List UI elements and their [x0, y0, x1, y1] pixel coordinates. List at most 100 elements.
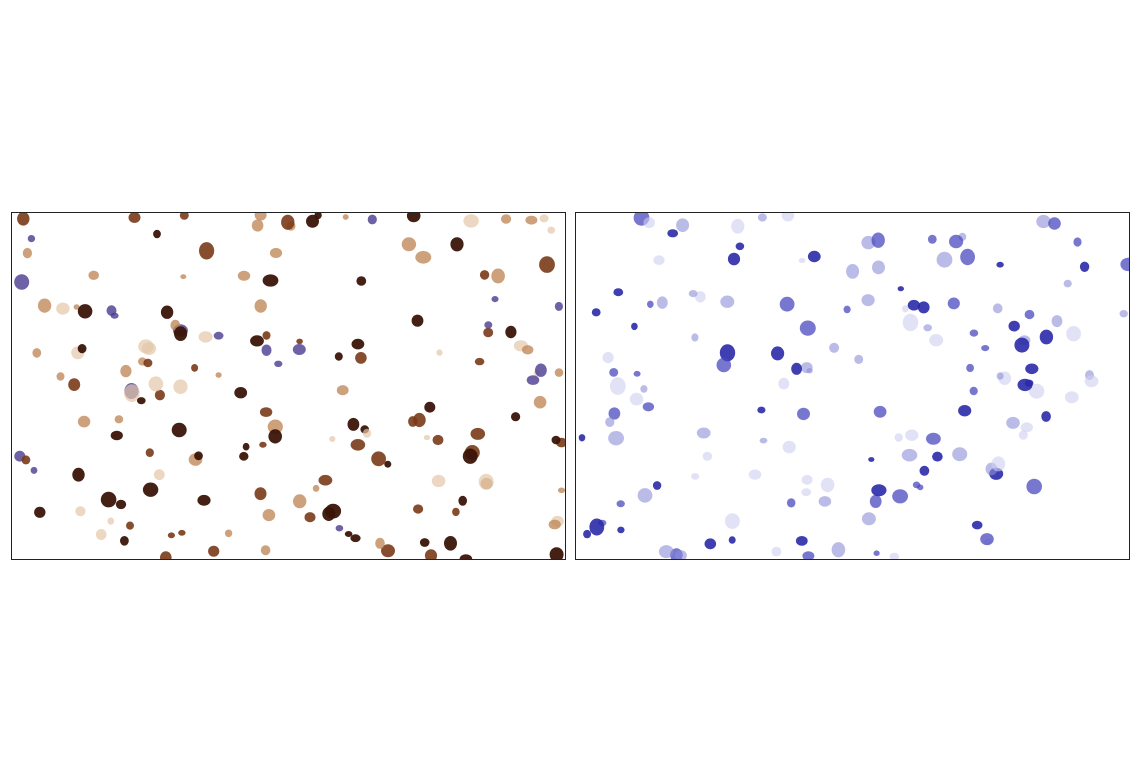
cell-nucleus	[949, 234, 964, 249]
cell-nucleus	[115, 499, 127, 510]
cell-nucleus	[281, 214, 295, 230]
cell-nucleus	[1073, 237, 1082, 247]
cell-nucleus	[415, 251, 432, 264]
cell-nucleus	[22, 247, 32, 259]
cell-nucleus	[68, 378, 81, 391]
cell-nucleus	[779, 296, 795, 312]
cell-nucleus	[947, 297, 960, 310]
cell-nucleus	[719, 344, 736, 362]
cell-nucleus	[843, 305, 851, 314]
cell-nucleus	[401, 237, 417, 252]
cell-nucleus	[1018, 430, 1028, 440]
cell-nucleus	[688, 290, 698, 298]
cell-nucleus	[27, 235, 36, 243]
cell-nucleus	[846, 264, 860, 279]
cell-nucleus	[1066, 326, 1081, 342]
cell-nucleus	[958, 405, 972, 417]
cell-nucleus	[871, 484, 887, 497]
cell-nucleus	[991, 456, 1006, 472]
cell-nucleus	[591, 308, 601, 317]
cell-nucleus	[296, 338, 303, 345]
cell-nucleus	[969, 329, 979, 337]
cell-nucleus	[126, 521, 134, 530]
cell-nucleus	[171, 422, 187, 438]
cell-nucleus	[261, 344, 272, 356]
cell-nucleus	[483, 327, 494, 338]
cell-nucleus	[539, 256, 555, 273]
cell-field-left	[14, 213, 565, 559]
cell-nucleus	[413, 412, 426, 428]
cell-nucleus	[667, 229, 679, 238]
cell-nucleus	[88, 270, 99, 280]
cell-nucleus	[511, 412, 521, 422]
cell-nucleus	[653, 255, 665, 266]
cell-nucleus	[889, 552, 900, 559]
cell-nucleus	[423, 434, 431, 441]
cell-nucleus	[474, 357, 485, 366]
cell-nucleus	[1024, 309, 1035, 320]
cell-nucleus	[312, 484, 320, 492]
cell-nucleus	[554, 301, 564, 311]
cell-nucleus	[484, 321, 493, 329]
cell-nucleus	[208, 545, 220, 557]
cell-nucleus	[656, 296, 668, 309]
cell-nucleus	[526, 375, 540, 385]
cell-nucleus	[100, 491, 117, 508]
cell-nucleus	[1008, 320, 1020, 332]
cell-nucleus	[124, 384, 140, 402]
cell-nucleus	[350, 439, 366, 451]
cell-nucleus	[854, 354, 864, 364]
cell-nucleus	[329, 436, 336, 442]
cell-nucleus	[419, 538, 430, 547]
cell-nucleus	[522, 345, 534, 355]
cell-nucleus	[917, 301, 930, 314]
cell-nucleus	[251, 219, 264, 232]
cell-nucleus	[342, 214, 349, 220]
cell-nucleus	[892, 489, 908, 504]
cell-nucleus	[178, 529, 186, 536]
cell-nucleus	[557, 487, 565, 494]
cell-nucleus	[728, 536, 736, 544]
cell-nucleus	[120, 536, 129, 546]
cell-nucleus	[1048, 217, 1061, 230]
cell-nucleus	[224, 529, 233, 538]
cell-nucleus	[802, 551, 815, 559]
cell-nucleus	[704, 538, 717, 550]
cell-nucleus	[322, 506, 336, 521]
cell-nucleus	[861, 512, 876, 526]
cell-nucleus	[589, 518, 605, 536]
cell-nucleus	[110, 312, 119, 319]
cell-nucleus	[633, 370, 641, 377]
cell-nucleus	[304, 512, 316, 523]
cell-nucleus	[194, 451, 203, 461]
cell-nucleus	[77, 344, 87, 354]
cell-nucleus	[478, 473, 494, 490]
cell-nucleus	[254, 299, 267, 313]
cell-nucleus	[861, 294, 875, 307]
cell-nucleus	[179, 213, 189, 220]
cell-nucleus	[73, 304, 80, 310]
cell-nucleus	[491, 296, 499, 303]
cell-nucleus	[539, 214, 549, 223]
cell-nucleus	[431, 474, 446, 488]
cell-nucleus	[444, 536, 457, 551]
cell-nucleus	[602, 352, 614, 364]
cell-nucleus	[691, 333, 699, 342]
cell-nucleus	[154, 389, 165, 401]
cell-nucleus	[334, 352, 343, 361]
cell-nucleus	[901, 448, 918, 462]
cell-nucleus	[1006, 416, 1020, 429]
cell-nucleus	[996, 372, 1004, 380]
cell-nucleus	[242, 442, 250, 451]
cell-nucleus	[436, 349, 443, 356]
cell-nucleus	[21, 455, 31, 465]
cell-nucleus	[120, 364, 132, 378]
cell-nucleus	[197, 494, 211, 506]
cell-nucleus	[1064, 391, 1079, 404]
cell-nucleus	[142, 482, 159, 497]
cell-nucleus	[260, 545, 271, 556]
cell-nucleus	[450, 237, 464, 252]
cell-nucleus	[952, 447, 968, 462]
cell-nucleus	[505, 325, 517, 339]
cell-nucleus	[1051, 315, 1063, 328]
